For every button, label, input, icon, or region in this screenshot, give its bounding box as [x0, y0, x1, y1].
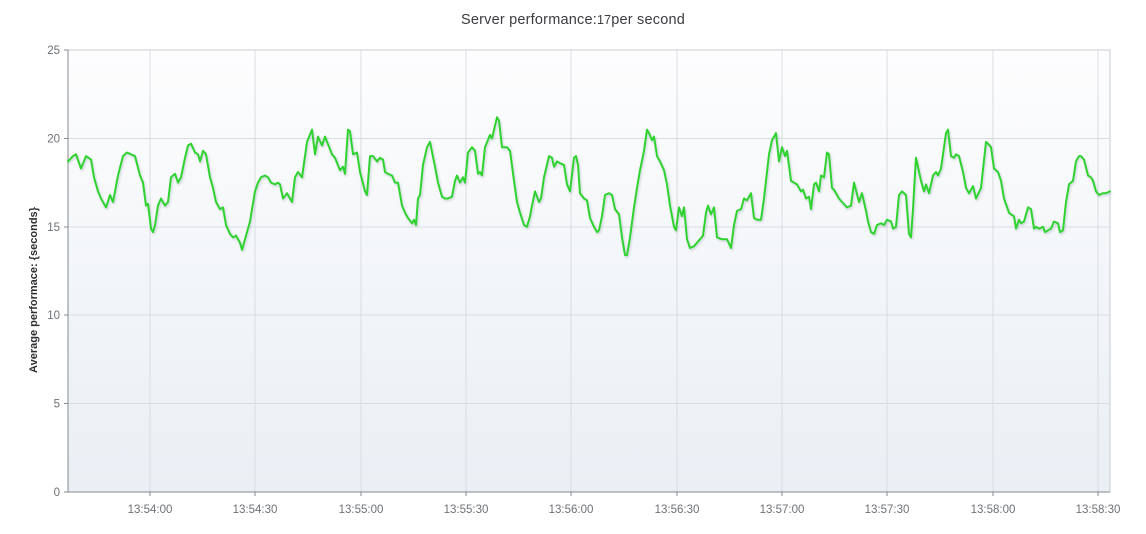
y-tick-label: 0: [54, 487, 60, 499]
chart-title: Server performance:17per second: [0, 12, 1146, 28]
x-tick-label: 13:54:30: [233, 504, 278, 516]
chart-title-value: 17: [596, 13, 612, 27]
y-axis-title: Average performace: {seconds}: [28, 207, 40, 373]
x-tick-label: 13:57:00: [760, 504, 805, 516]
x-tick-label: 13:56:30: [655, 504, 700, 516]
y-tick-label: 10: [47, 310, 60, 322]
axes: [64, 49, 1110, 496]
chart-title-suffix: per second: [611, 12, 686, 28]
y-tick-label: 15: [47, 222, 60, 234]
x-tick-label: 13:58:30: [1076, 504, 1121, 516]
tick-labels: 0 5 10 15 20 25 13:54:00 13:54:30 13:55:00 13:55:…: [47, 45, 1120, 516]
x-tick-label: 13:55:30: [444, 504, 489, 516]
x-tick-label: 13:58:00: [971, 504, 1016, 516]
x-tick-label: 13:55:00: [339, 504, 384, 516]
y-tick-label: 25: [47, 45, 60, 57]
x-tick-label: 13:54:00: [128, 504, 173, 516]
y-tick-label: 5: [54, 399, 60, 411]
series-line-average-performance: [67, 116, 1111, 257]
gridlines: [68, 50, 1110, 492]
y-tick-label: 20: [47, 133, 60, 145]
x-tick-label: 13:57:30: [865, 504, 910, 516]
plot-area: [67, 49, 1111, 493]
chart-title-prefix: Server performance:: [460, 12, 597, 28]
x-tick-label: 13:56:00: [549, 504, 594, 516]
